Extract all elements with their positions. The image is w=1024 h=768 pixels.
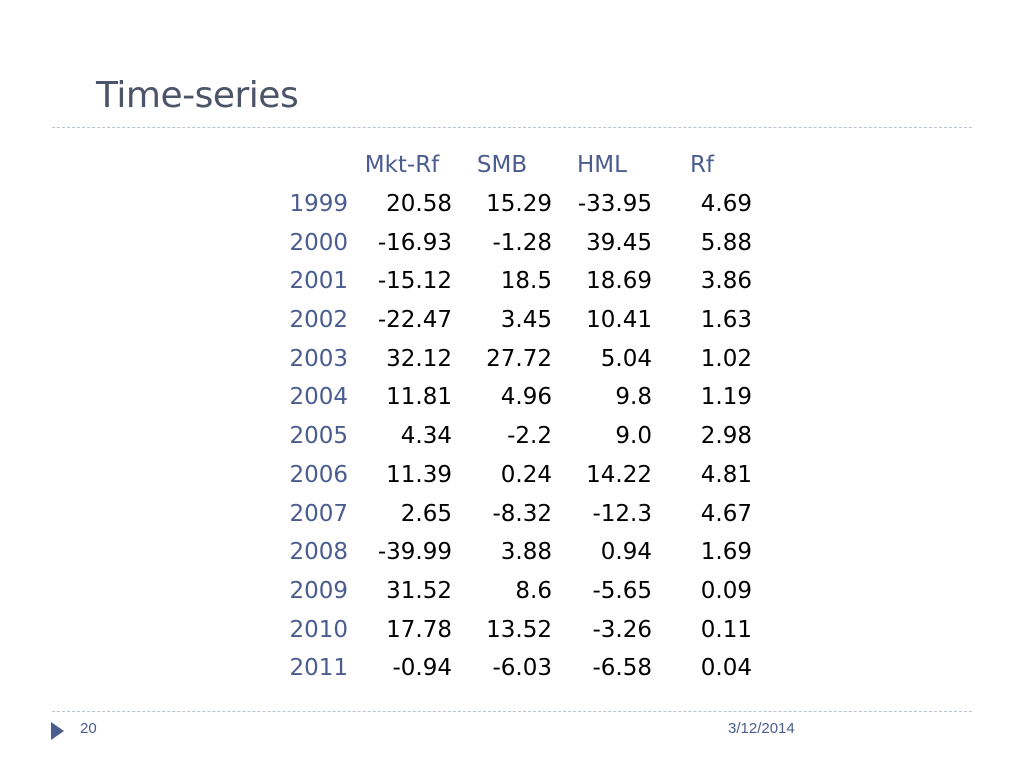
table-cell: 2.98 — [700, 423, 752, 450]
table-cell: 5.04 — [600, 345, 652, 372]
table-cell: 3.86 — [700, 268, 752, 295]
table-cell: 11.39 — [386, 461, 452, 488]
table-cell: 1.63 — [700, 307, 752, 334]
table-cell: 4.96 — [500, 384, 552, 411]
table-row: 2008 -39.99 3.88 0.94 1.69 — [276, 533, 752, 572]
table-cell: -39.99 — [377, 539, 452, 566]
table-cell: 39.45 — [586, 229, 652, 256]
row-year-label: 2005 — [289, 423, 348, 450]
table-cell: -6.03 — [492, 655, 552, 682]
table-cell: 13.52 — [486, 616, 552, 643]
row-year-label: 2006 — [289, 461, 348, 488]
table-row: 2004 11.81 4.96 9.8 1.19 — [276, 378, 752, 417]
table-row: 2005 4.34 -2.2 9.0 2.98 — [276, 417, 752, 456]
table-row: 2011 -0.94 -6.03 -6.58 0.04 — [276, 649, 752, 688]
table-cell: 0.24 — [500, 461, 552, 488]
table-cell: 10.41 — [586, 307, 652, 334]
table-cell: 8.6 — [515, 577, 552, 604]
column-header: HML — [577, 152, 627, 179]
table-cell: -0.94 — [392, 655, 452, 682]
row-year-label: 2003 — [289, 345, 348, 372]
table-cell: 0.04 — [700, 655, 752, 682]
table-row: 2002 -22.47 3.45 10.41 1.63 — [276, 301, 752, 340]
table-cell: 31.52 — [386, 577, 452, 604]
row-year-label: 2011 — [289, 655, 348, 682]
factor-returns-table: Mkt-Rf SMB HML Rf 1999 20.58 15.29 -33.95 4.… — [276, 146, 752, 688]
table-cell: 9.8 — [615, 384, 652, 411]
table-cell: -3.26 — [592, 616, 652, 643]
table-corner-cell — [276, 146, 352, 185]
row-year-label: 1999 — [289, 191, 348, 218]
table-body: 1999 20.58 15.29 -33.95 4.69 2000 -16.93 -1.28 3… — [276, 185, 752, 688]
table-cell: 4.67 — [700, 500, 752, 527]
row-year-label: 2000 — [289, 229, 348, 256]
table-cell: -2.2 — [507, 423, 552, 450]
table-cell: 0.94 — [600, 539, 652, 566]
table-cell: 27.72 — [486, 345, 552, 372]
row-year-label: 2009 — [289, 577, 348, 604]
table-cell: 4.69 — [700, 191, 752, 218]
table-cell: 17.78 — [386, 616, 452, 643]
table-cell: 0.11 — [700, 616, 752, 643]
column-header: Mkt-Rf — [364, 152, 440, 179]
table-cell: -22.47 — [377, 307, 452, 334]
table-cell: 9.0 — [615, 423, 652, 450]
table-cell: 5.88 — [700, 229, 752, 256]
title-divider — [52, 127, 972, 128]
table-row: 2007 2.65 -8.32 -12.3 4.67 — [276, 494, 752, 533]
table-cell: -6.58 — [592, 655, 652, 682]
row-year-label: 2001 — [289, 268, 348, 295]
table-row: 2001 -15.12 18.5 18.69 3.86 — [276, 262, 752, 301]
table-cell: 1.02 — [700, 345, 752, 372]
table-header-row: Mkt-Rf SMB HML Rf — [276, 146, 752, 185]
table-row: 2006 11.39 0.24 14.22 4.81 — [276, 456, 752, 495]
table-cell: -12.3 — [592, 500, 652, 527]
table-cell: 0.09 — [700, 577, 752, 604]
table-cell: -8.32 — [492, 500, 552, 527]
table-cell: 4.81 — [700, 461, 752, 488]
table-cell: 14.22 — [586, 461, 652, 488]
slide-date: 3/12/2014 — [728, 720, 795, 737]
table-cell: 18.5 — [500, 268, 552, 295]
table-cell: 3.88 — [500, 539, 552, 566]
column-header: SMB — [476, 152, 528, 179]
row-year-label: 2007 — [289, 500, 348, 527]
table-cell: 20.58 — [386, 191, 452, 218]
table-cell: -33.95 — [577, 191, 652, 218]
table-row: 2000 -16.93 -1.28 39.45 5.88 — [276, 223, 752, 262]
row-year-label: 2004 — [289, 384, 348, 411]
table-row: 1999 20.58 15.29 -33.95 4.69 — [276, 185, 752, 224]
row-year-label: 2002 — [289, 307, 348, 334]
table-cell: 11.81 — [386, 384, 452, 411]
table-row: 2003 32.12 27.72 5.04 1.02 — [276, 339, 752, 378]
footer-divider — [52, 711, 972, 712]
table-cell: 18.69 — [586, 268, 652, 295]
table-row: 2009 31.52 8.6 -5.65 0.09 — [276, 572, 752, 611]
table-cell: -5.65 — [592, 577, 652, 604]
triangle-right-icon — [51, 722, 64, 740]
table-cell: 2.65 — [400, 500, 452, 527]
table-cell: 32.12 — [386, 345, 452, 372]
slide-title: Time-series — [96, 75, 299, 116]
row-year-label: 2008 — [289, 539, 348, 566]
table-cell: -1.28 — [492, 229, 552, 256]
table-cell: 15.29 — [486, 191, 552, 218]
table-cell: 1.19 — [700, 384, 752, 411]
slide-number: 20 — [80, 720, 97, 737]
row-year-label: 2010 — [289, 616, 348, 643]
table-cell: 1.69 — [700, 539, 752, 566]
table-cell: -15.12 — [377, 268, 452, 295]
table-cell: -16.93 — [377, 229, 452, 256]
column-header: Rf — [689, 152, 715, 179]
table-row: 2010 17.78 13.52 -3.26 0.11 — [276, 610, 752, 649]
table-cell: 3.45 — [500, 307, 552, 334]
table-cell: 4.34 — [400, 423, 452, 450]
